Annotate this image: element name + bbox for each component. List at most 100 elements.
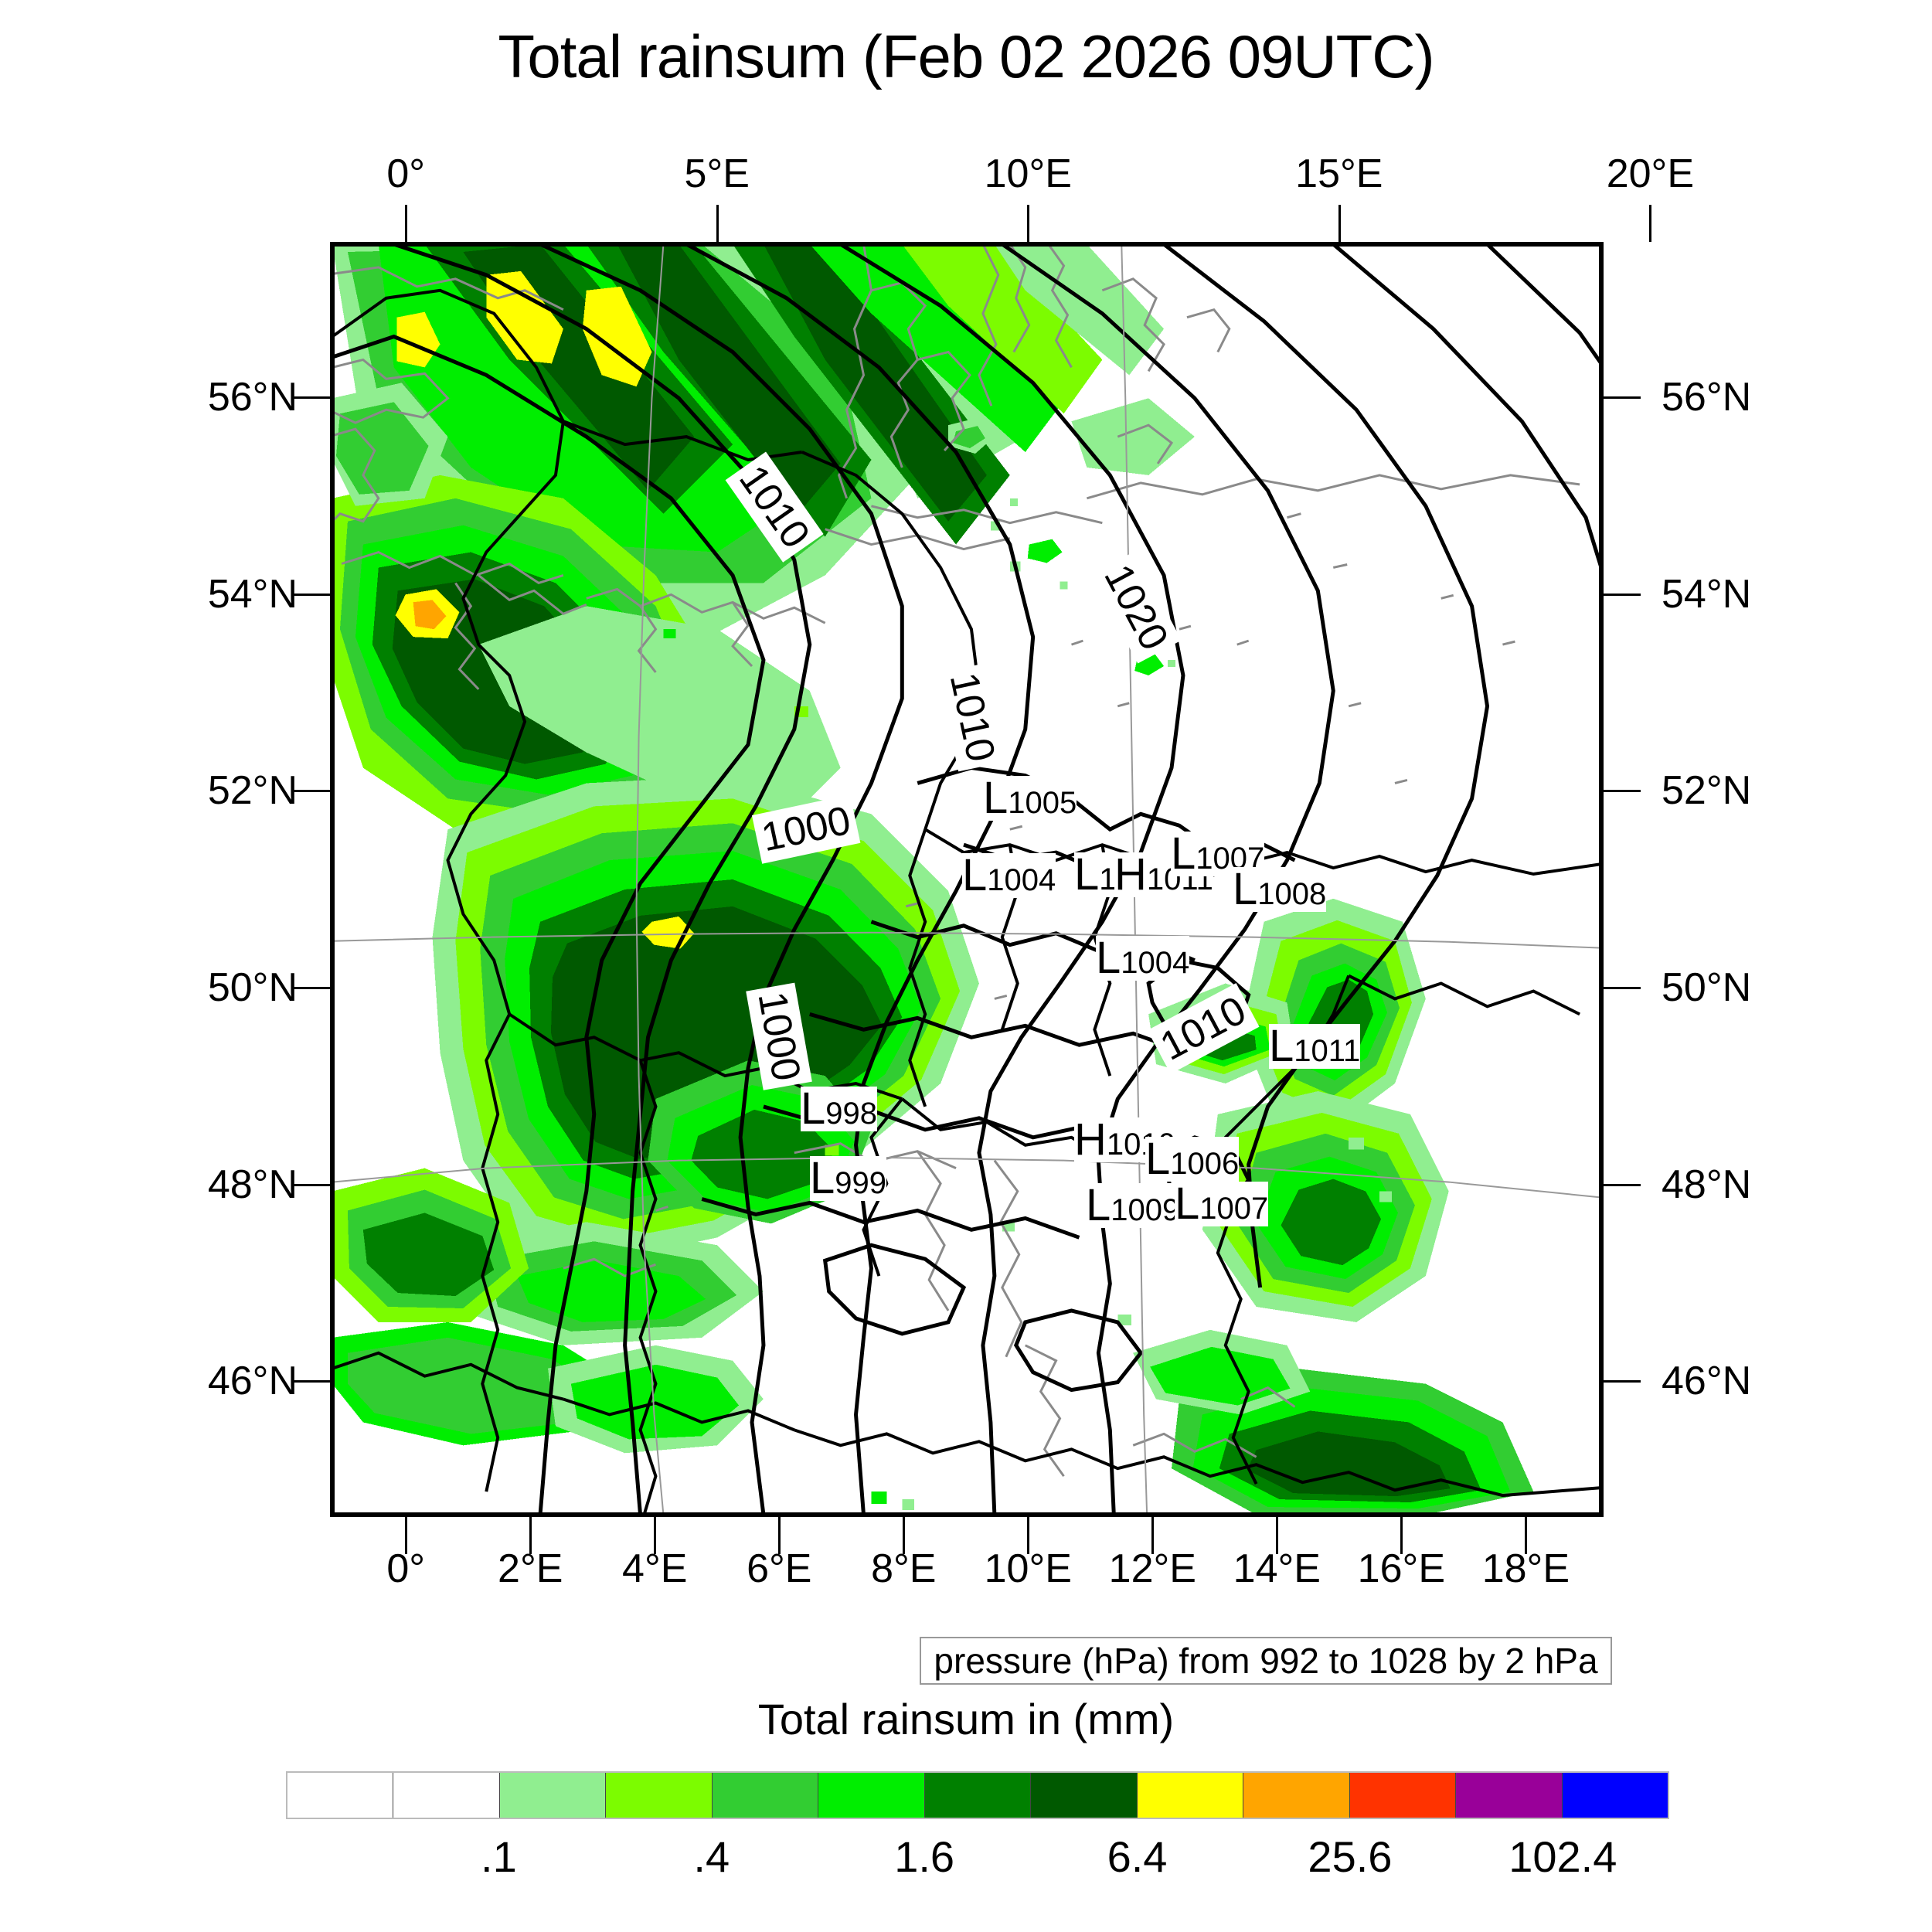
pressure-marker-value: 1004 <box>987 863 1056 897</box>
axis-tick <box>294 593 331 596</box>
pressure-marker-value: 1011 <box>1294 1034 1361 1068</box>
axis-tick <box>294 987 331 990</box>
pressure-marker-value: 1009 <box>1111 1193 1180 1227</box>
colorbar-segment[interactable] <box>1137 1773 1244 1818</box>
axis-tick <box>1604 593 1641 596</box>
axis-tick <box>405 205 408 242</box>
axis-tick <box>1027 1517 1030 1554</box>
axis-tick <box>778 1517 781 1554</box>
low-pressure-marker: L998 <box>801 1087 878 1131</box>
pressure-marker-type: L <box>1171 828 1196 879</box>
colorbar-segment[interactable] <box>499 1773 607 1818</box>
low-pressure-marker: L1006 <box>1145 1134 1240 1184</box>
axis-tick <box>1276 1517 1279 1554</box>
pressure-marker-type: H <box>1114 849 1147 900</box>
axis-tick <box>294 790 331 793</box>
colorbar-tick-label: 102.4 <box>1509 1832 1617 1881</box>
low-pressure-marker: L1011 <box>1269 1021 1361 1071</box>
pressure-marker-type: L <box>1269 1021 1294 1071</box>
axis-tick-label: 54°N <box>207 571 298 617</box>
pressure-marker-type: L <box>1175 1179 1200 1229</box>
axis-tick-label: 54°N <box>1662 571 1752 617</box>
colorbar-segment[interactable] <box>818 1773 925 1818</box>
pressure-marker-type: L <box>810 1153 835 1203</box>
axis-tick <box>1027 205 1030 242</box>
axis-tick <box>1604 987 1641 990</box>
colorbar-tick-label: .4 <box>693 1832 730 1881</box>
pressure-caption: pressure (hPa) from 992 to 1028 by 2 hPa <box>920 1637 1612 1685</box>
colorbar-segment[interactable] <box>1562 1773 1668 1818</box>
axis-tick <box>529 1517 532 1554</box>
colorbar[interactable] <box>286 1771 1669 1819</box>
axis-tick <box>1338 205 1341 242</box>
colorbar-segment[interactable] <box>287 1773 394 1818</box>
low-pressure-marker: L999 <box>810 1153 887 1203</box>
colorbar-segment[interactable] <box>1349 1773 1457 1818</box>
low-pressure-marker: L1007 <box>1171 832 1265 876</box>
pressure-marker-value: 1004 <box>1121 946 1190 980</box>
axis-tick-label: 46°N <box>1662 1359 1752 1404</box>
colorbar-segment[interactable] <box>1456 1773 1563 1818</box>
pressure-marker-value: 1007 <box>1199 1192 1269 1226</box>
axis-tick-label: 46°N <box>207 1359 298 1404</box>
pressure-marker-type: L <box>1233 864 1258 914</box>
pressure-marker-type: L <box>983 773 1009 823</box>
axis-tick-label: 10°E <box>984 151 1072 196</box>
pressure-marker-value: 998 <box>825 1097 878 1131</box>
axis-tick <box>1604 396 1641 400</box>
axis-tick <box>294 1380 331 1383</box>
axis-tick <box>654 1517 657 1554</box>
axis-tick <box>1525 1517 1528 1554</box>
colorbar-labels: .1 .4 1.6 6.4 25.6 102.4 <box>286 1832 1669 1886</box>
axis-tick-label: 20°E <box>1606 151 1695 196</box>
pressure-marker-type: L <box>1145 1134 1171 1184</box>
axis-tick-label: 52°N <box>1662 768 1752 814</box>
axis-tick <box>294 1183 331 1186</box>
pressure-marker-type: H <box>1074 1114 1107 1165</box>
axis-tick <box>405 1517 408 1554</box>
axis-tick <box>1604 1183 1641 1186</box>
axis-tick <box>1604 790 1641 793</box>
colorbar-title: Total rainsum in (mm) <box>757 1695 1175 1743</box>
low-pressure-marker: L1004 <box>962 853 1056 898</box>
axis-tick <box>903 1517 906 1554</box>
colorbar-tick-label: .1 <box>481 1832 517 1881</box>
axis-tick-label: 5°E <box>684 151 750 196</box>
axis-tick-label: 56°N <box>1662 375 1752 420</box>
low-pressure-marker: L1008 <box>1233 864 1327 914</box>
pressure-marker-type: L <box>1096 933 1121 983</box>
colorbar-segment[interactable] <box>393 1773 500 1818</box>
axis-tick <box>1649 205 1652 242</box>
axis-tick <box>716 205 719 242</box>
colorbar-tick-label: 6.4 <box>1107 1832 1168 1881</box>
pressure-marker-type: L <box>962 850 988 900</box>
axis-tick-label: 48°N <box>1662 1162 1752 1207</box>
pressure-marker-value: 999 <box>835 1166 887 1200</box>
colorbar-segment[interactable] <box>1031 1773 1138 1818</box>
axis-tick-label: 50°N <box>1662 965 1752 1011</box>
axis-tick-label: 56°N <box>207 375 298 420</box>
colorbar-tick-label: 1.6 <box>894 1832 955 1881</box>
axis-tick <box>1400 1517 1403 1554</box>
pressure-marker-value: 1006 <box>1170 1147 1240 1181</box>
pressure-marker-value: 1008 <box>1257 877 1327 911</box>
colorbar-segment[interactable] <box>606 1773 713 1818</box>
colorbar-segment[interactable] <box>1243 1773 1350 1818</box>
axis-tick <box>1151 1517 1155 1554</box>
colorbar-tick-label: 25.6 <box>1308 1832 1393 1881</box>
graticule <box>332 244 1601 1515</box>
pressure-marker-value: 1005 <box>1008 786 1077 820</box>
low-pressure-marker: L1009 <box>1086 1180 1180 1230</box>
axis-tick-label: 48°N <box>207 1162 298 1207</box>
colorbar-segment[interactable] <box>924 1773 1032 1818</box>
pressure-marker-type: L <box>1086 1180 1111 1230</box>
axis-tick-label: 52°N <box>207 768 298 814</box>
colorbar-segment[interactable] <box>712 1773 819 1818</box>
axis-tick-label: 0° <box>386 151 426 196</box>
axis-tick-label: 50°N <box>207 965 298 1011</box>
pressure-marker-type: L <box>1074 849 1100 900</box>
low-pressure-marker: L1007 <box>1175 1179 1269 1229</box>
axis-tick-label: 15°E <box>1295 151 1383 196</box>
